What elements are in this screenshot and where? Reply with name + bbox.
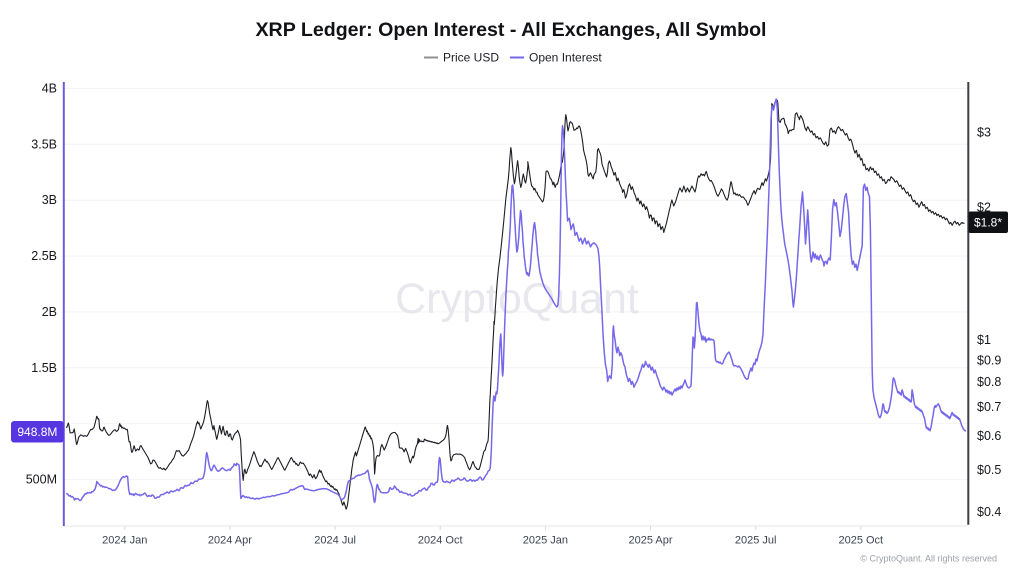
svg-text:$0.4: $0.4: [977, 505, 1001, 519]
svg-text:1.5B: 1.5B: [31, 361, 57, 375]
svg-text:© CryptoQuant. All rights rese: © CryptoQuant. All rights reserved: [860, 554, 997, 564]
svg-text:2024 Jan: 2024 Jan: [102, 535, 147, 547]
svg-text:2024 Oct: 2024 Oct: [418, 535, 463, 547]
svg-text:$1: $1: [977, 333, 991, 347]
svg-text:$0.5: $0.5: [977, 463, 1001, 477]
svg-text:2024 Jul: 2024 Jul: [314, 535, 356, 547]
svg-text:2025 Oct: 2025 Oct: [838, 535, 883, 547]
svg-text:$0.8: $0.8: [977, 375, 1001, 389]
svg-text:Price USD: Price USD: [443, 51, 499, 65]
svg-text:$0.9: $0.9: [977, 354, 1001, 368]
svg-text:2025 Jan: 2025 Jan: [523, 535, 568, 547]
svg-text:Open Interest: Open Interest: [529, 51, 602, 65]
svg-text:CryptoQuant: CryptoQuant: [395, 275, 639, 323]
svg-text:3B: 3B: [42, 193, 57, 207]
svg-text:2.5B: 2.5B: [31, 249, 57, 263]
svg-text:3.5B: 3.5B: [31, 137, 57, 151]
svg-text:2025 Apr: 2025 Apr: [628, 535, 672, 547]
svg-text:2024 Apr: 2024 Apr: [208, 535, 252, 547]
svg-text:$0.7: $0.7: [977, 400, 1001, 414]
svg-text:2B: 2B: [42, 305, 57, 319]
svg-text:$0.6: $0.6: [977, 429, 1001, 443]
svg-text:$3: $3: [977, 125, 991, 139]
svg-text:500M: 500M: [26, 472, 57, 486]
svg-text:4B: 4B: [42, 82, 57, 96]
svg-text:$1.8*: $1.8*: [974, 216, 1002, 230]
svg-text:2025 Jul: 2025 Jul: [735, 535, 777, 547]
svg-text:948.8M: 948.8M: [17, 425, 57, 439]
svg-text:XRP Ledger: Open Interest - Al: XRP Ledger: Open Interest - All Exchange…: [255, 19, 766, 41]
svg-text:$2: $2: [977, 201, 991, 215]
